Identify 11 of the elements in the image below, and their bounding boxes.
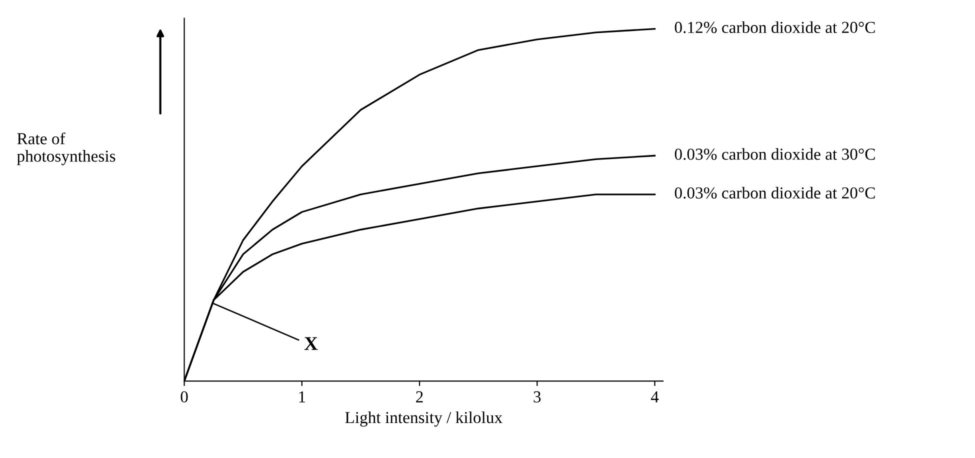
x-tick-label: 3 — [534, 391, 541, 403]
annotation: X — [304, 337, 318, 350]
y-axis-title: Rate of photosynthesis — [16, 132, 116, 166]
x-tick-label: 2 — [416, 391, 423, 402]
x-axis-title: Light intensity / kilolux — [345, 411, 502, 427]
series-label: 0.03% carbon dioxide at 30°C — [674, 148, 875, 160]
series-label: 0.12% carbon dioxide at 20°C — [674, 21, 875, 34]
series-label: 0.03% carbon dioxide at 20°C — [674, 186, 875, 199]
x-tick-label: 4 — [650, 391, 659, 402]
x-tick-label: 0 — [180, 391, 188, 403]
x-tick-label: 1 — [299, 391, 306, 402]
